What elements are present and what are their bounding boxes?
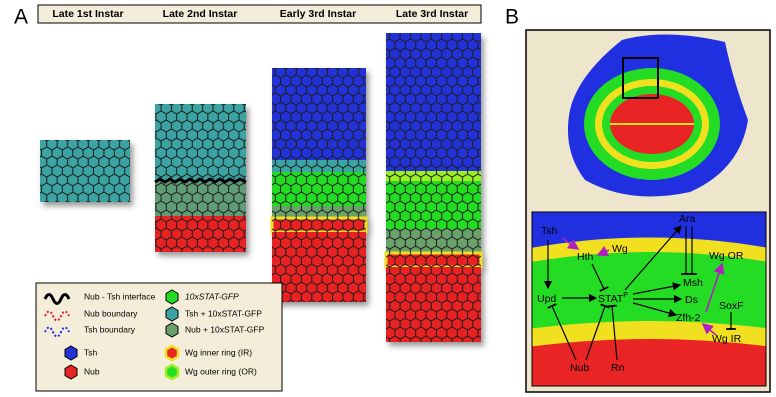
legend-label: 10xSTAT-GFP: [185, 291, 239, 301]
figure: A Late 1st Instar Late 2nd Instar Early …: [0, 0, 776, 397]
node-superscript: P: [623, 292, 628, 299]
legend-label: Nub + 10xSTAT-GFP: [185, 324, 265, 334]
legend-icon: [166, 365, 178, 379]
legend-icon: [65, 365, 77, 379]
node-label: SoxF: [719, 300, 744, 312]
node-label: Wg OR: [709, 250, 744, 262]
legend-label: Wg inner ring (IR): [185, 347, 252, 357]
node-label: Tsh: [541, 225, 558, 237]
stage-label: Late 3rd Instar: [396, 8, 468, 20]
legend-icon: [65, 346, 77, 360]
panel-label: B: [505, 6, 519, 29]
node-label: Nub: [570, 362, 589, 374]
tissue-early-3rd: [272, 68, 366, 302]
panel-label: A: [14, 6, 28, 29]
node-label: Wg: [612, 243, 628, 255]
node-label: Upd: [537, 293, 556, 305]
legend-icon: [166, 307, 178, 321]
node-label: Ara: [679, 213, 696, 225]
tissue-late-3rd: [386, 33, 481, 342]
legend-label: Nub boundary: [84, 308, 138, 318]
legend-label: Tsh: [84, 347, 98, 357]
node-label: Rn: [611, 362, 625, 374]
legend-label: Tsh boundary: [84, 324, 136, 334]
legend-icon: [166, 290, 178, 304]
stage-label: Early 3rd Instar: [280, 8, 356, 20]
stage-label: Late 2nd Instar: [163, 8, 238, 20]
stage-label: Late 1st Instar: [52, 8, 123, 20]
tissue-late-2nd: [155, 104, 246, 252]
legend-label: Nub - Tsh interface: [84, 291, 155, 301]
node-label: Hth: [577, 251, 594, 263]
node-label: Wg IR: [712, 333, 742, 345]
legend-label: Nub: [84, 366, 100, 376]
node-label: Msh: [683, 277, 703, 289]
legend-icon: [166, 346, 178, 360]
legend-icon: [166, 323, 178, 337]
legend-label: Wg outer ring (OR): [185, 366, 257, 376]
node-label: Zfh-2: [676, 312, 701, 324]
node-label: Ds: [685, 294, 698, 306]
node-label: STAT: [598, 293, 624, 305]
tissue-late-1st: [40, 140, 130, 202]
legend-label: Tsh + 10xSTAT-GFP: [185, 308, 262, 318]
